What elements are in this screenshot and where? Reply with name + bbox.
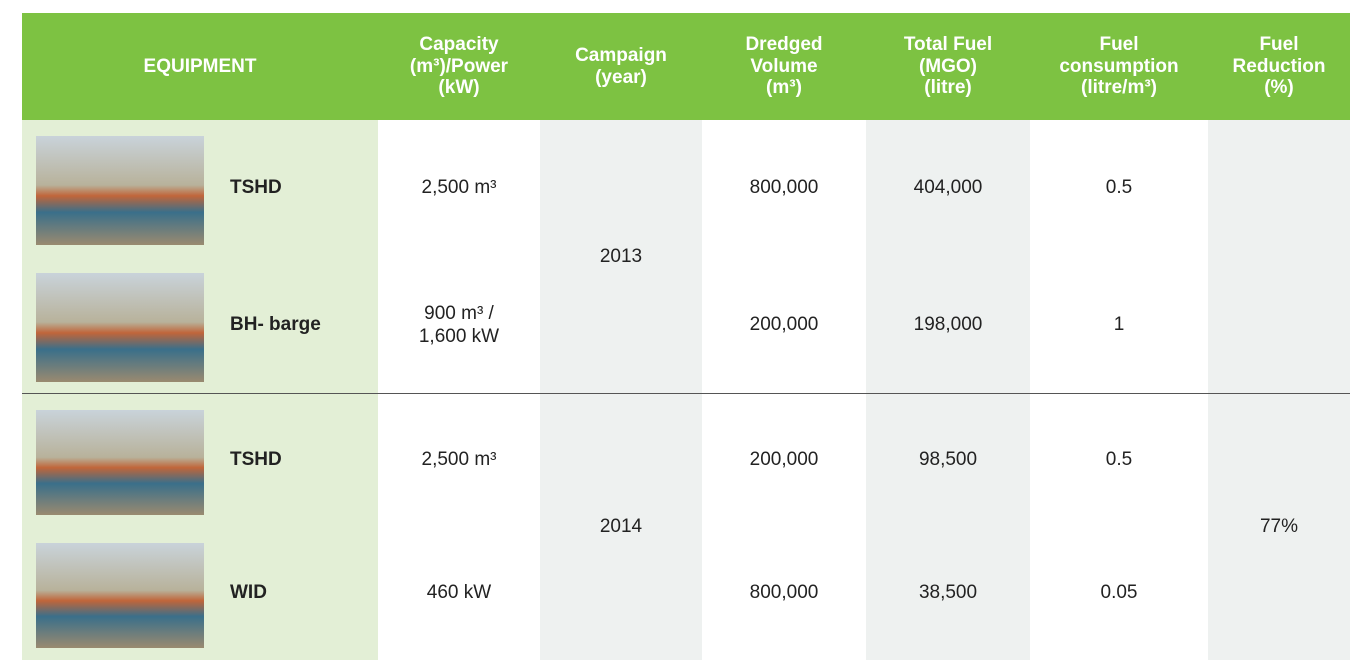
capacity-cell: 2,500 m³: [378, 394, 540, 527]
consumption-cell: 0.5: [1030, 120, 1208, 257]
equipment-name: TSHD: [230, 120, 378, 257]
consumption-cell: 0.05: [1030, 527, 1208, 660]
dredged-cell: 200,000: [702, 257, 866, 394]
fuel-cell: 98,500: [866, 394, 1030, 527]
campaign-cell: 2013: [540, 120, 702, 394]
campaign-cell: 2014: [540, 394, 702, 660]
equipment-photo: [36, 543, 204, 648]
consumption-cell: 1: [1030, 257, 1208, 394]
equipment-photo: [36, 273, 204, 382]
dredged-cell: 200,000: [702, 394, 866, 527]
header-cell: Fuel Reduction (%): [1208, 13, 1350, 120]
dredged-cell: 800,000: [702, 120, 866, 257]
header-cell: EQUIPMENT: [22, 13, 378, 120]
header-cell: Fuel consumption (litre/m³): [1030, 13, 1208, 120]
capacity-cell: 2,500 m³: [378, 120, 540, 257]
consumption-cell: 0.5: [1030, 394, 1208, 527]
equipment-photo: [36, 136, 204, 245]
page: EQUIPMENTCapacity (m³)/Power (kW)Campaig…: [0, 0, 1357, 660]
header-cell: Dredged Volume (m³): [702, 13, 866, 120]
header-cell: Campaign (year): [540, 13, 702, 120]
fuel-cell: 404,000: [866, 120, 1030, 257]
header-cell: Total Fuel (MGO) (litre): [866, 13, 1030, 120]
reduction-cell: 77%: [1208, 394, 1350, 660]
fuel-cell: 198,000: [866, 257, 1030, 394]
capacity-cell: 460 kW: [378, 527, 540, 660]
equipment-name: BH- barge: [230, 257, 378, 394]
dredged-cell: 800,000: [702, 527, 866, 660]
equipment-name: WID: [230, 527, 378, 660]
equipment-photo: [36, 410, 204, 515]
capacity-cell: 900 m³ / 1,600 kW: [378, 257, 540, 394]
fuel-cell: 38,500: [866, 527, 1030, 660]
header-cell: Capacity (m³)/Power (kW): [378, 13, 540, 120]
equipment-name: TSHD: [230, 394, 378, 527]
